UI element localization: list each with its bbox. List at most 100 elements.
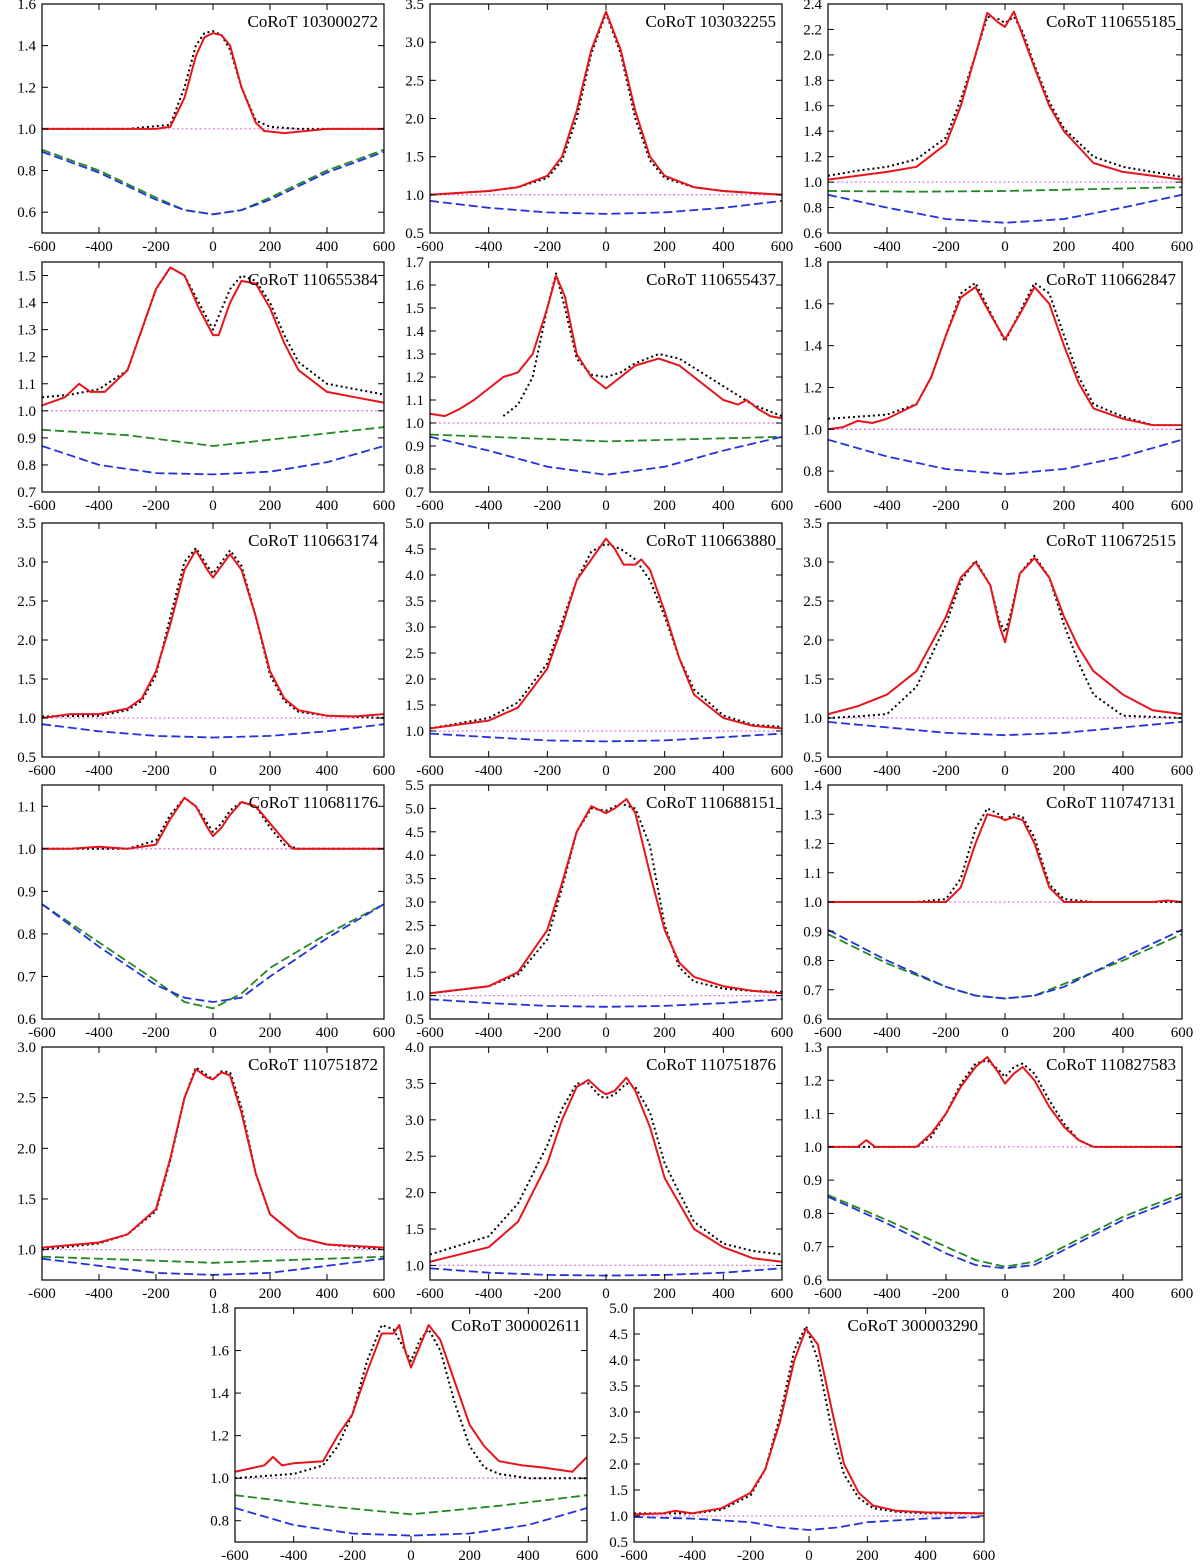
- y-tick-label: 1.2: [405, 370, 424, 386]
- series-line-model: [42, 266, 384, 399]
- y-tick-label: 2.5: [405, 1149, 424, 1165]
- series-line-absorption-1: [235, 1507, 587, 1537]
- x-tick-label: -600: [416, 498, 444, 514]
- y-tick-label: 0.5: [405, 1012, 424, 1028]
- x-tick-label: 600: [373, 1025, 396, 1041]
- plot-frame: [827, 3, 1183, 234]
- plot-area: [430, 537, 782, 743]
- x-tick-label: 0: [209, 239, 217, 255]
- y-tick-label: 0.9: [803, 924, 822, 940]
- y-tick-label: 1.2: [803, 380, 822, 396]
- series-line-observed: [828, 1056, 1182, 1148]
- x-tick-label: -600: [416, 1286, 444, 1302]
- series-line-model: [828, 15, 1182, 178]
- y-tick-label: 4.5: [405, 542, 424, 558]
- series-line-observed: [828, 557, 1182, 716]
- y-tick-label: 0.9: [17, 431, 36, 447]
- x-tick-label: -600: [814, 239, 842, 255]
- x-tick-label: 200: [653, 763, 676, 779]
- y-tick-label: 0.8: [803, 201, 822, 217]
- series-line-observed: [828, 286, 1182, 431]
- x-tick-label: 0: [209, 763, 217, 779]
- y-tick-label: 1.0: [803, 895, 822, 911]
- plot-area: [235, 1324, 587, 1537]
- x-tick-label: 200: [458, 1548, 481, 1564]
- plot-frame: [633, 1307, 985, 1543]
- y-tick-label: 1.0: [17, 842, 36, 858]
- y-tick-label: 1.2: [803, 837, 822, 853]
- plot-frame: [429, 3, 783, 234]
- y-tick-label: 3.5: [609, 1379, 628, 1395]
- y-tick-label: 1.0: [17, 711, 36, 727]
- plot-area: [828, 807, 1182, 1000]
- y-tick-label: 4.5: [405, 825, 424, 841]
- y-tick-label: 1.6: [17, 0, 36, 13]
- series-line-absorption-1: [430, 200, 782, 215]
- y-tick-label: 1.0: [609, 1509, 628, 1525]
- y-tick-label: 1.5: [17, 672, 36, 688]
- series-line-absorption-1: [828, 928, 1182, 1000]
- x-tick-label: -600: [814, 1025, 842, 1041]
- y-tick-label: 1.4: [803, 124, 822, 140]
- series-line-absorption-2: [235, 1494, 587, 1516]
- x-tick-label: -600: [814, 763, 842, 779]
- y-tick-label: 1.3: [803, 1040, 822, 1056]
- x-tick-label: 200: [1053, 763, 1076, 779]
- series-line-absorption-2: [42, 426, 384, 447]
- panel-title: CoRoT 110655437: [646, 270, 776, 289]
- x-tick-label: 600: [771, 763, 794, 779]
- y-tick-label: 1.0: [803, 422, 822, 438]
- y-tick-label: 2.5: [405, 73, 424, 89]
- y-tick-label: 0.7: [17, 485, 36, 501]
- y-tick-label: 1.4: [405, 324, 424, 340]
- plot-frame: [234, 1307, 588, 1543]
- panel-title: CoRoT 103032255: [645, 12, 776, 31]
- x-tick-label: -600: [28, 498, 56, 514]
- y-tick-label: 0.8: [405, 462, 424, 478]
- y-tick-label: 2.0: [405, 942, 424, 958]
- x-tick-label: 200: [259, 763, 282, 779]
- x-tick-label: 200: [1053, 498, 1076, 514]
- chart-panel-10: -600 -400 -200 0 200 400 600 0.6 0.7 0.8 0.9 1.0 1.1…: [17, 784, 396, 1041]
- panel-title: CoRoT 110751876: [646, 1055, 776, 1074]
- x-tick-label: 600: [373, 1286, 396, 1302]
- series-line-observed: [42, 549, 384, 719]
- y-tick-label: 2.5: [803, 594, 822, 610]
- series-line-absorption-1: [430, 435, 782, 476]
- series-line-model: [42, 547, 384, 719]
- x-tick-label: -600: [28, 239, 56, 255]
- y-tick-label: 3.0: [405, 895, 424, 911]
- y-tick-label: 2.0: [17, 633, 36, 649]
- x-tick-label: 0: [602, 239, 610, 255]
- series-line-observed: [430, 274, 782, 420]
- chart-panel-11: -600 -400 -200 0 200 400 600 0.5 1.0 1.5 2.0 2.5 3.0…: [405, 778, 793, 1041]
- y-tick-label: 2.0: [405, 672, 424, 688]
- x-tick-label: -200: [339, 1548, 367, 1564]
- chart-panel-17: -600 -400 -200 0 200 400 600 0.5 1.0 1.5 2.0 2.5 3.0…: [609, 1301, 995, 1564]
- y-tick-label: 1.5: [405, 301, 424, 317]
- plot-area: [42, 266, 384, 476]
- x-tick-label: -400: [873, 239, 901, 255]
- x-tick-label: -400: [475, 1286, 503, 1302]
- y-tick-label: 0.9: [17, 884, 36, 900]
- plot-frame: [41, 3, 385, 234]
- chart-panel-5: -600 -400 -200 0 200 400 600 0.7 0.8 0.9 1.0 1.1 1.2…: [405, 255, 793, 514]
- y-tick-label: 1.0: [803, 175, 822, 191]
- chart-panel-12: -600 -400 -200 0 200 400 600 0.6 0.7 0.8 0.9 1.0 1.1…: [803, 778, 1193, 1041]
- y-tick-label: 3.0: [803, 555, 822, 571]
- y-tick-label: 1.5: [405, 965, 424, 981]
- y-tick-label: 1.2: [803, 150, 822, 166]
- series-line-model: [235, 1324, 587, 1480]
- x-tick-label: -200: [932, 763, 960, 779]
- y-tick-label: 3.0: [405, 1113, 424, 1129]
- y-tick-label: 1.3: [405, 347, 424, 363]
- y-tick-label: 1.5: [17, 1192, 36, 1208]
- series-line-observed: [42, 1068, 384, 1249]
- series-line-model: [502, 272, 782, 418]
- y-tick-label: 1.0: [405, 416, 424, 432]
- x-tick-label: 400: [316, 1286, 339, 1302]
- y-tick-label: 0.5: [609, 1535, 628, 1551]
- y-tick-label: 3.5: [405, 1076, 424, 1092]
- series-line-absorption-1: [42, 150, 384, 216]
- x-tick-label: 400: [1112, 498, 1135, 514]
